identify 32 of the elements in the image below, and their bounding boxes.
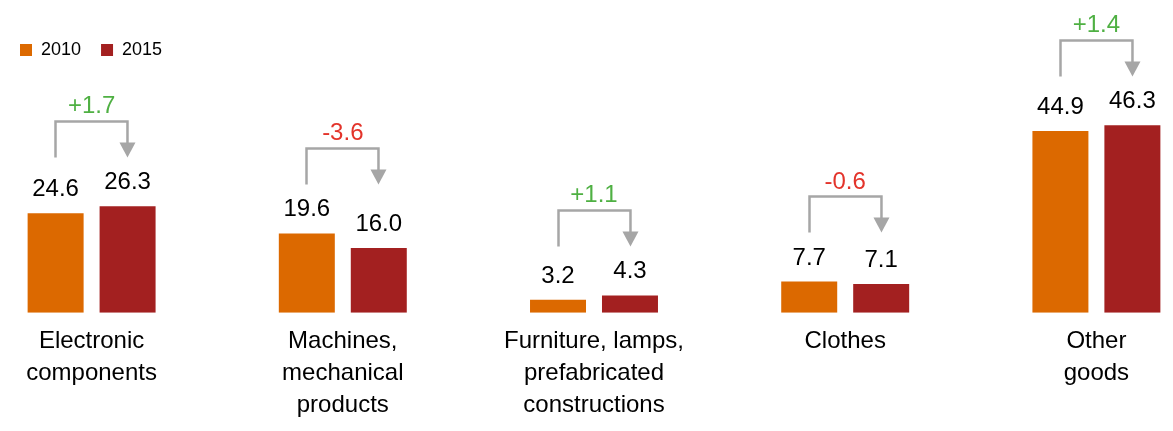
data-label: 7.1 [864,245,898,273]
x-tick-label: Furniture, lamps, prefabricated constructions [503,325,685,418]
data-label: 19.6 [283,194,331,222]
data-label: 46.3 [1109,86,1156,114]
bar [278,233,335,313]
x-tick-label: Other goods [1063,325,1130,386]
data-label: 4.3 [613,256,647,284]
annotation: -3.6 [322,118,364,146]
data-label: 16.0 [355,208,403,236]
bar [1032,130,1089,313]
data-label: 3.2 [541,260,575,288]
annotation: -0.6 [824,166,866,194]
data-label: 24.6 [32,174,79,202]
bar [781,281,838,313]
bar [530,299,587,313]
x-tick-label: Machines, mechanical products [282,325,404,418]
data-label: 7.7 [792,242,826,270]
bar [601,295,658,313]
annotation: +1.1 [570,180,618,208]
legend-label: 2015 [122,38,163,59]
data-label: 26.3 [104,167,151,195]
x-tick-label: Electronic components [26,325,157,386]
bar [350,247,407,313]
text: +1.4 [1072,10,1121,38]
bar [99,206,156,313]
text: +1.7 [67,91,116,119]
bar [853,284,910,313]
bar [1104,125,1161,313]
legend-label: 2010 [41,38,82,59]
data-label: 44.9 [1037,91,1084,119]
bar [27,213,84,313]
x-tick-label: Clothes [804,325,886,353]
